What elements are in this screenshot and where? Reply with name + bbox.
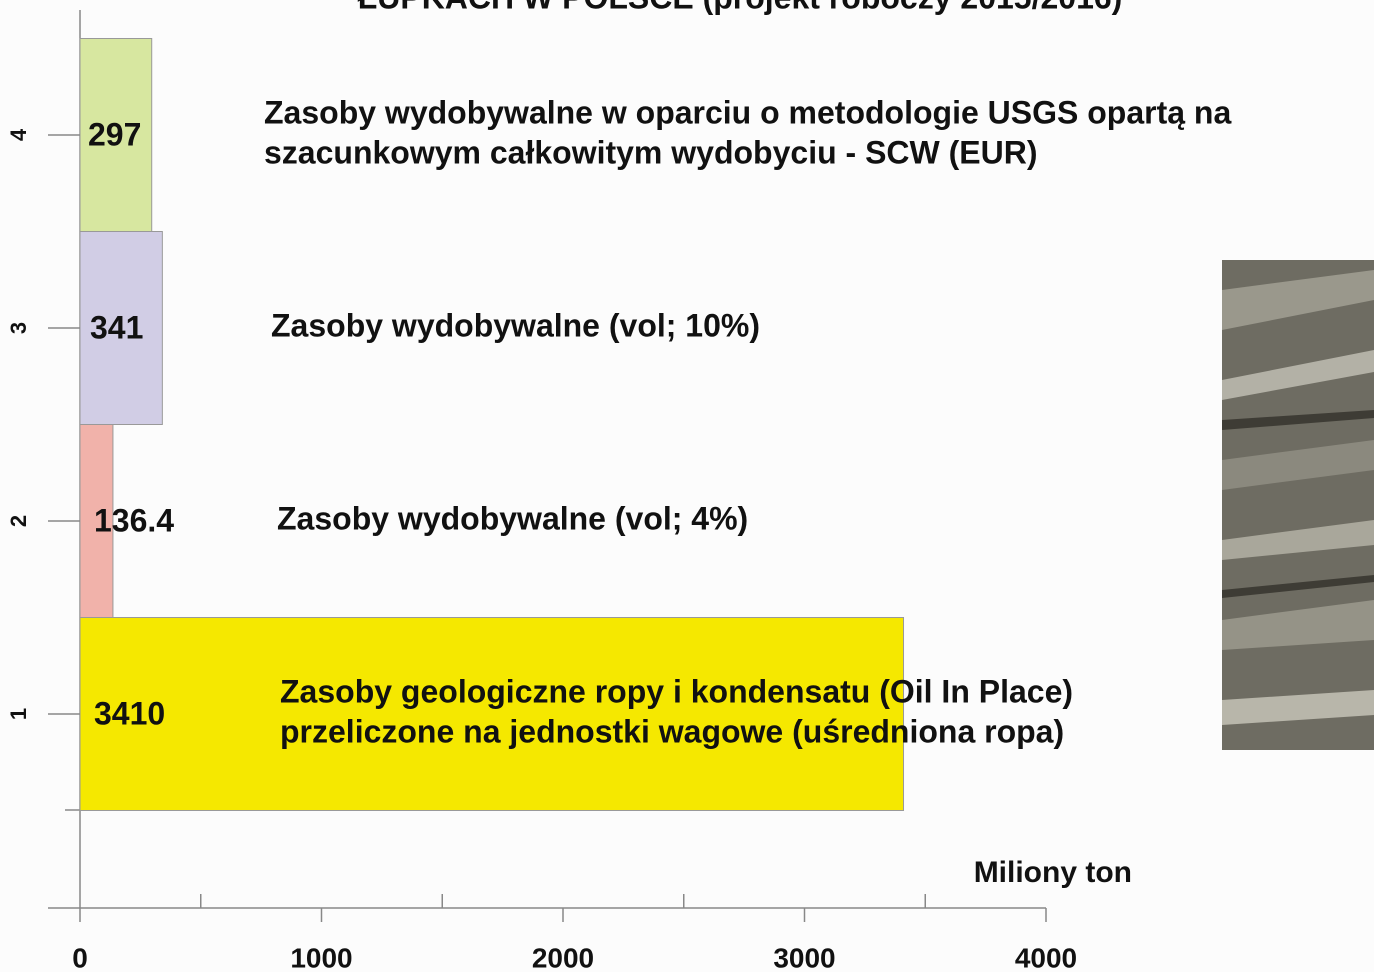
bar [79,424,114,618]
bar [79,38,153,232]
x-tick-label: 4000 [1015,942,1077,972]
y-tick-label: 2 [6,515,31,527]
bar [79,617,905,811]
x-tick-label: 0 [72,942,88,972]
y-tick-label: 1 [6,708,31,720]
bar [79,231,163,425]
annotation: Zasoby wydobywalne (vol; 4%) [277,500,748,536]
data-label: 341 [90,309,143,345]
annotation: Zasoby wydobywalne (vol; 10%) [271,307,760,343]
shale-photo [1222,260,1374,750]
annotation: przeliczone na jednostki wagowe (uśredni… [280,713,1064,749]
x-axis-label: Miliony ton [974,856,1132,889]
y-tick-label: 3 [6,322,31,334]
annotation: Zasoby geologiczne ropy i kondensatu (Oi… [280,673,1073,709]
x-tick-label: 2000 [532,942,594,972]
chart-title: ŁUPKACH W POLSCE (projekt roboczy 2015/2… [358,0,1123,15]
data-label: 3410 [94,695,165,731]
annotation: szacunkowym całkowitym wydobyciu - SCW (… [264,134,1037,170]
x-tick-label: 3000 [773,942,835,972]
y-tick-label: 4 [6,128,31,141]
data-label: 136.4 [94,502,174,538]
x-tick-label: 1000 [290,942,352,972]
annotation: Zasoby wydobywalne w oparciu o metodolog… [264,94,1231,130]
data-label: 297 [88,116,141,152]
